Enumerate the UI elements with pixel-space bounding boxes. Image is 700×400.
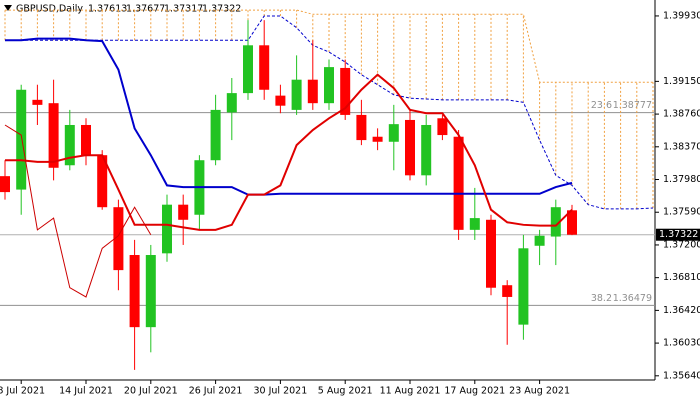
- level-value: 1.38777: [613, 100, 652, 111]
- candle-body: [405, 119, 415, 176]
- candle-body: [518, 248, 529, 325]
- candle-body: [421, 124, 432, 176]
- candle-body: [502, 285, 513, 297]
- candle-body: [16, 89, 27, 190]
- candle-body: [226, 93, 237, 113]
- y-tick-label: 1.36810: [663, 272, 700, 283]
- candle-body: [437, 118, 448, 136]
- x-tick-label: 8 Jul 2021: [0, 386, 45, 397]
- candle-body: [0, 176, 10, 193]
- y-tick-label: 1.39930: [663, 10, 700, 21]
- y-tick-label: 1.36420: [663, 305, 700, 316]
- candle-body: [567, 210, 577, 235]
- y-tick-label: 1.35640: [663, 370, 700, 381]
- cloud-span-a: [5, 15, 654, 210]
- y-tick-label: 1.37200: [663, 239, 700, 250]
- candle-body: [275, 95, 286, 106]
- x-tick-label: 23 Aug 2021: [509, 386, 570, 397]
- x-tick-label: 5 Aug 2021: [318, 386, 373, 397]
- indicator-line: [5, 73, 573, 231]
- candle-body: [64, 124, 75, 166]
- y-tick-label: 1.37980: [663, 174, 700, 185]
- price-box-label: 1.37322: [659, 229, 698, 240]
- candle-body: [453, 136, 464, 230]
- candle-body: [388, 124, 399, 142]
- y-tick-label: 1.38760: [663, 109, 700, 120]
- indicator-line: [4, 124, 152, 298]
- candle-body: [81, 124, 91, 156]
- candle-body: [534, 235, 545, 246]
- level-label: 38.2: [591, 293, 612, 304]
- x-tick-label: 30 Jul 2021: [254, 386, 308, 397]
- menu-icon: [4, 5, 12, 11]
- price-box: [656, 228, 700, 241]
- candle-body: [486, 219, 496, 288]
- candle-body: [97, 155, 108, 208]
- candle-body: [372, 136, 383, 142]
- candle-body: [259, 45, 270, 90]
- ohlc-open: 1.37613: [88, 4, 127, 15]
- candle-body: [307, 79, 318, 104]
- candle-body: [113, 207, 124, 271]
- candle-body: [48, 103, 59, 168]
- candle-body: [324, 67, 334, 104]
- ohlc-close: 1.37322: [202, 4, 241, 15]
- x-tick-label: 20 Jul 2021: [124, 386, 178, 397]
- candle-body: [129, 255, 140, 328]
- candle-body: [356, 114, 367, 141]
- candle-body: [162, 204, 172, 254]
- cloud-span-b: [5, 9, 653, 83]
- candle-body: [469, 218, 480, 230]
- chart-title: GBPUSD,Daily: [16, 4, 83, 15]
- candle-body: [32, 99, 43, 105]
- x-tick-label: 14 Jul 2021: [59, 386, 113, 397]
- x-tick-label: 17 Aug 2021: [444, 386, 505, 397]
- candle-body: [210, 109, 221, 161]
- ohlc-low: 1.37317: [164, 4, 203, 15]
- candle-body: [145, 255, 156, 328]
- x-tick-label: 11 Aug 2021: [380, 386, 441, 397]
- y-tick-label: 1.37590: [663, 207, 700, 218]
- candle-body: [291, 79, 302, 110]
- ohlc-high: 1.37677: [126, 4, 165, 15]
- candle-body: [550, 207, 561, 237]
- level-value: 1.36479: [613, 293, 652, 304]
- x-tick-label: 26 Jul 2021: [189, 386, 243, 397]
- y-tick-label: 1.39150: [663, 76, 700, 87]
- candle-body: [340, 67, 351, 115]
- y-tick-label: 1.38370: [663, 141, 700, 152]
- indicator-line: [5, 37, 573, 196]
- level-label: 23.6: [591, 100, 612, 111]
- y-tick-label: 1.36030: [663, 338, 700, 349]
- candle-body: [243, 45, 253, 94]
- candle-body: [178, 204, 189, 220]
